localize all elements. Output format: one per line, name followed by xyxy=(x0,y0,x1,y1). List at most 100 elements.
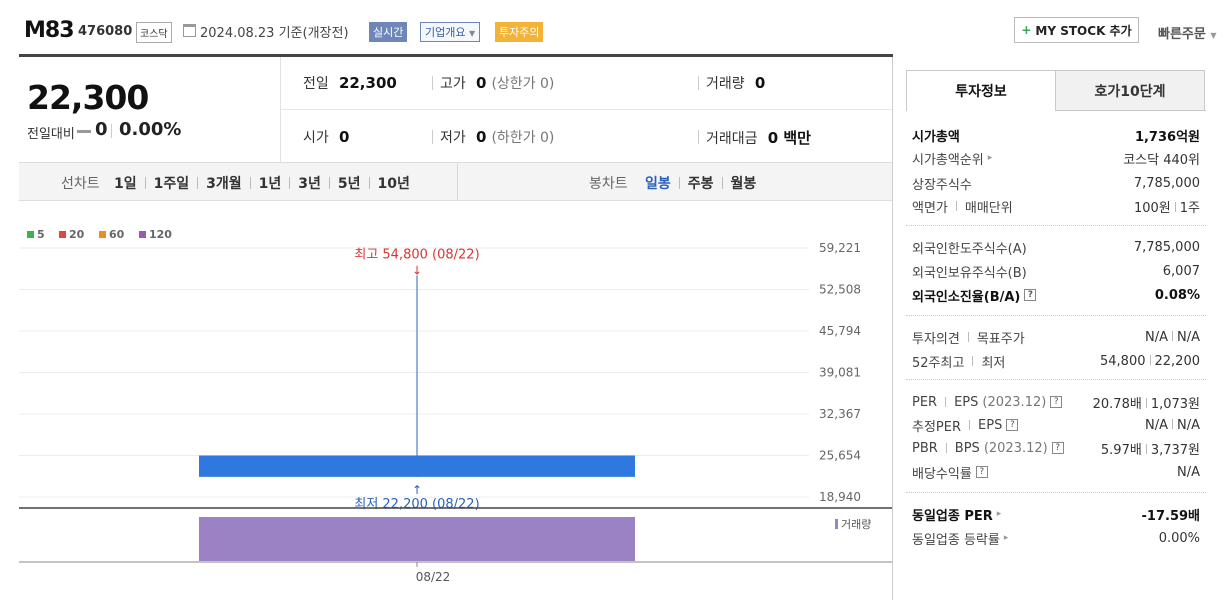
open-label: 시가 xyxy=(303,130,329,146)
legend-label-120: 120 xyxy=(149,228,172,241)
volume: 거래량 0 xyxy=(706,73,765,93)
low-value: 0 xyxy=(475,128,487,146)
divider xyxy=(678,177,680,189)
per-row: PER EPS (2023.12)? 20.78배 1,073원 xyxy=(912,391,1200,413)
current-price: 22,300 xyxy=(27,78,149,117)
period-10y[interactable]: 10년 xyxy=(377,176,410,192)
add-mystock-button[interactable]: + MY STOCK 추가 xyxy=(1014,17,1139,43)
high-annotation: 최고 54,800 (08/22) xyxy=(354,247,479,262)
help-icon[interactable]: ? xyxy=(1024,289,1037,301)
divider xyxy=(328,177,330,189)
industry-per-label: 동일업종 PER xyxy=(912,508,993,524)
upper-limit: (상한가 0) xyxy=(491,76,555,92)
industry-rate-value: 0.00% xyxy=(1158,530,1200,546)
foreign-ratio-label: 외국인소진율(B/A) xyxy=(912,289,1021,305)
shares-label: 상장주식수 xyxy=(912,177,972,193)
industry-rate-label: 동일업종 등락률 xyxy=(912,532,1000,548)
week52-high-value: 54,800 xyxy=(1100,353,1146,369)
period-3y[interactable]: 3년 xyxy=(298,176,321,192)
company-overview-dropdown[interactable]: 기업개요 ▼ xyxy=(420,22,481,42)
industry-per-row[interactable]: 동일업종 PER ▸ -17.59배 xyxy=(912,503,1200,525)
est-per-value: N/A xyxy=(1145,417,1168,433)
market-cap-value: 1,736억원 xyxy=(1134,129,1200,145)
market-cap-rank-label: 시가총액순위 xyxy=(912,152,984,168)
dividend-label: 배당수익률 xyxy=(912,466,972,482)
y-tick-label: 45,794 xyxy=(819,324,861,338)
prev-label: 전일 xyxy=(303,76,329,92)
foreign-limit-row: 외국인한도주식수(A) 7,785,000 xyxy=(912,236,1200,258)
opinion-label: 투자의견 xyxy=(912,331,960,347)
industry-per-value: -17.59배 xyxy=(1141,508,1200,524)
info-divider xyxy=(906,315,1206,316)
help-icon[interactable]: ? xyxy=(1051,442,1064,454)
opinion-row: 투자의견 목표주가 N/A N/A xyxy=(912,326,1200,348)
y-tick-label: 39,081 xyxy=(819,366,861,380)
date-suffix: 기준(개장전) xyxy=(278,26,349,41)
realtime-button[interactable]: 실시간 xyxy=(369,22,408,42)
tab-order-book[interactable]: 호가10단계 xyxy=(1055,70,1205,111)
foreign-hold-row: 외국인보유주식수(B) 6,007 xyxy=(912,260,1200,282)
volume-bar xyxy=(199,517,635,561)
period-1y[interactable]: 1년 xyxy=(258,176,282,192)
period-3m[interactable]: 3개월 xyxy=(206,176,242,192)
period-1d[interactable]: 1일 xyxy=(114,176,137,192)
divider xyxy=(19,162,893,163)
tab-invest-info[interactable]: 투자정보 xyxy=(906,70,1056,111)
low-arrow-icon: ↑ xyxy=(412,483,422,497)
info-divider xyxy=(906,492,1206,493)
market-cap-label: 시가총액 xyxy=(912,129,960,145)
y-tick-label: 18,940 xyxy=(819,490,861,504)
help-icon[interactable]: ? xyxy=(1050,396,1063,408)
shares-value: 7,785,000 xyxy=(1133,175,1200,191)
period-1w[interactable]: 1주일 xyxy=(153,176,190,192)
x-tick-label: 08/22 xyxy=(416,570,451,584)
plus-icon: + xyxy=(1021,23,1032,37)
divider xyxy=(289,177,291,189)
quick-order-label: 빠른주문 xyxy=(1158,27,1206,42)
help-icon[interactable]: ? xyxy=(975,466,988,478)
eps-year: (2023.12) xyxy=(982,394,1047,410)
low-label: 저가 xyxy=(440,130,466,146)
high-price: 고가 0 (상한가 0) xyxy=(440,73,554,93)
price-chart[interactable]: 5 20 60 120 59,221 52,508 45,794 39,081 32,367 25… xyxy=(19,210,892,600)
calendar-icon xyxy=(183,24,196,37)
foreign-hold-label: 외국인보유주식수(B) xyxy=(912,265,1027,281)
trade-unit-label: 매매단위 xyxy=(964,200,1013,216)
period-5y[interactable]: 5년 xyxy=(337,176,361,192)
high-label: 고가 xyxy=(440,76,466,92)
divider xyxy=(721,177,723,189)
market-cap-rank-row[interactable]: 시가총액순위 ▸ 코스닥 440위 xyxy=(912,147,1200,169)
period-daily[interactable]: 일봉 xyxy=(645,176,671,192)
period-weekly[interactable]: 주봉 xyxy=(687,176,714,192)
est-per-label: 추정PER xyxy=(912,419,962,435)
company-overview-label: 기업개요 xyxy=(425,26,466,39)
week52-high-label: 52주최고 xyxy=(912,355,965,371)
unchanged-icon xyxy=(77,130,91,133)
legend-swatch-20 xyxy=(59,231,66,238)
quick-order-button[interactable]: 빠른주문 ▼ xyxy=(1158,23,1217,42)
foreign-ratio-row: 외국인소진율(B/A)? 0.08% xyxy=(912,284,1200,306)
period-monthly[interactable]: 월봉 xyxy=(730,176,757,192)
prev-value: 22,300 xyxy=(338,74,397,92)
tab-underline xyxy=(1055,110,1206,111)
chevron-right-icon: ▸ xyxy=(1003,533,1009,543)
foreign-hold-value: 6,007 xyxy=(1162,263,1200,279)
divider xyxy=(368,177,370,189)
industry-rate-row[interactable]: 동일업종 등락률 ▸ 0.00% xyxy=(912,527,1200,549)
y-tick-label: 52,508 xyxy=(819,283,861,297)
help-icon[interactable]: ? xyxy=(1006,419,1019,431)
open-value: 0 xyxy=(338,128,350,146)
est-per-row: 추정PER EPS? N/A N/A xyxy=(912,414,1200,436)
est-eps-value: N/A xyxy=(1177,417,1200,433)
amount-value: 0 백만 xyxy=(767,129,811,147)
low-annotation: 최저 22,200 (08/22) xyxy=(354,497,479,512)
pbr-value: 5.97배 xyxy=(1100,442,1142,458)
eps-value: 1,073원 xyxy=(1150,396,1200,412)
low-price: 저가 0 (하한가 0) xyxy=(440,127,554,147)
pbr-label: PBR xyxy=(912,440,938,456)
legend-label-60: 60 xyxy=(109,228,125,241)
divider xyxy=(698,130,699,144)
price-change-pct: 0.00% xyxy=(119,119,182,140)
mystock-label: MY STOCK 추가 xyxy=(1035,23,1132,38)
candle-period-list: 일봉 주봉 월봉 xyxy=(645,173,756,193)
